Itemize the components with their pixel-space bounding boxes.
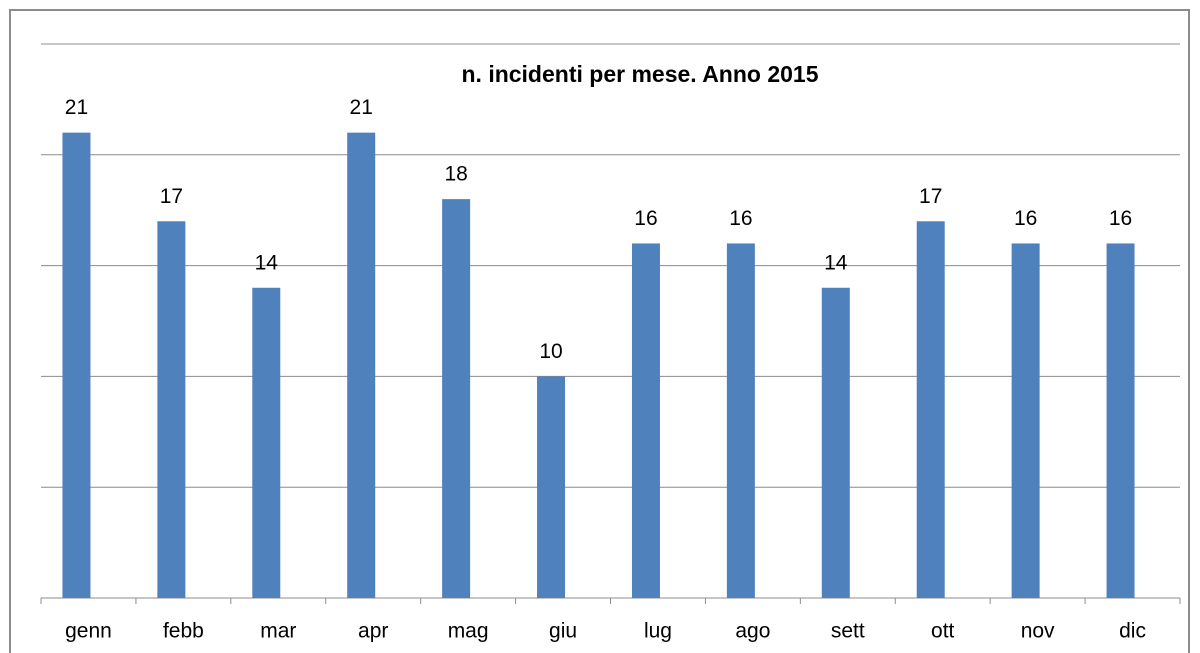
x-tick-label: dic: [1119, 620, 1146, 643]
bar: [442, 199, 471, 598]
value-label: 21: [350, 96, 373, 119]
x-tick-label: mag: [448, 620, 489, 643]
bar: [252, 287, 281, 598]
value-label: 18: [444, 163, 467, 186]
value-label: 10: [539, 340, 562, 363]
x-tick-label: giu: [549, 620, 577, 643]
bar: [347, 132, 376, 598]
value-label: 14: [255, 251, 279, 274]
value-label: 14: [824, 251, 848, 274]
x-tick-label: lug: [644, 620, 672, 643]
value-label: 17: [919, 185, 942, 208]
value-label: 17: [160, 185, 183, 208]
x-tick-label: febb: [163, 620, 204, 643]
x-tick-label: ago: [735, 620, 770, 643]
bar: [726, 243, 755, 598]
x-tick-label: apr: [358, 620, 388, 643]
x-tick-label: mar: [260, 620, 296, 643]
bar: [62, 132, 91, 598]
bar: [1106, 243, 1135, 598]
chart-title: n. incidenti per mese. Anno 2015: [461, 61, 818, 87]
bar: [821, 287, 850, 598]
bar: [157, 221, 186, 598]
bar: [631, 243, 660, 598]
x-tick-label: sett: [831, 620, 865, 643]
x-tick-label: ott: [931, 620, 955, 643]
x-tick-label: nov: [1021, 620, 1055, 643]
value-label: 16: [634, 207, 657, 230]
bar: [537, 376, 566, 598]
value-label: 16: [1109, 207, 1132, 230]
bar: [1011, 243, 1040, 598]
value-label: 21: [65, 96, 88, 119]
x-tick-label: genn: [65, 620, 112, 643]
value-label: 16: [729, 207, 752, 230]
value-label: 16: [1014, 207, 1037, 230]
bar: [916, 221, 945, 598]
chart-border: [9, 9, 1190, 653]
